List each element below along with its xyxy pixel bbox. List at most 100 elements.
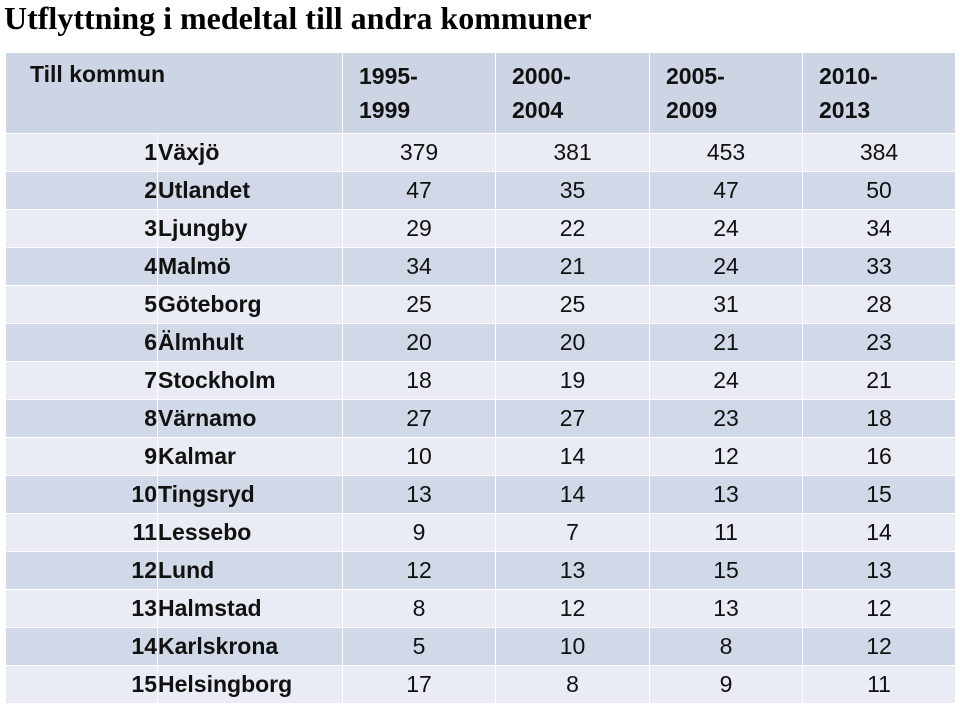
value-cell-period-2: 27 bbox=[495, 399, 651, 438]
value-cell-period-3: 8 bbox=[649, 627, 804, 666]
value-cell-period-3: 23 bbox=[649, 399, 804, 438]
value-cell-period-3: 12 bbox=[649, 437, 804, 476]
table-row: 5 Göteborg 25 25 31 28 bbox=[5, 285, 957, 324]
value-cell-period-1: 10 bbox=[342, 437, 497, 476]
emigration-table: Till kommun 1995- 1999 2000- 2004 2005- … bbox=[4, 52, 957, 704]
table-row: 6 Älmhult 20 20 21 23 bbox=[5, 323, 957, 362]
value-cell-period-2: 8 bbox=[495, 665, 651, 704]
table-row: 1 Växjö 379 381 453 384 bbox=[5, 133, 957, 172]
rank-cell: 14 bbox=[5, 627, 158, 666]
municipality-cell: Tingsryd bbox=[156, 475, 344, 514]
rank-cell: 13 bbox=[5, 589, 158, 628]
value-cell-period-1: 8 bbox=[342, 589, 497, 628]
value-cell-period-1: 34 bbox=[342, 247, 497, 286]
value-cell-period-1: 25 bbox=[342, 285, 497, 324]
rank-cell: 7 bbox=[5, 361, 158, 400]
header-period-3: 2005- 2009 bbox=[649, 52, 804, 134]
table-row: 15 Helsingborg 17 8 9 11 bbox=[5, 665, 957, 704]
value-cell-period-4: 15 bbox=[802, 475, 957, 514]
table-body: 1 Växjö 379 381 453 384 2 Utlandet 47 35 47 50 3 Ljun… bbox=[5, 133, 957, 704]
value-cell-period-1: 379 bbox=[342, 133, 497, 172]
value-cell-period-4: 28 bbox=[802, 285, 957, 324]
value-cell-period-4: 34 bbox=[802, 209, 957, 248]
value-cell-period-1: 12 bbox=[342, 551, 497, 590]
rank-cell: 15 bbox=[5, 665, 158, 704]
value-cell-period-4: 18 bbox=[802, 399, 957, 438]
value-cell-period-3: 11 bbox=[649, 513, 804, 552]
value-cell-period-4: 50 bbox=[802, 171, 957, 210]
rank-cell: 8 bbox=[5, 399, 158, 438]
value-cell-period-4: 33 bbox=[802, 247, 957, 286]
value-cell-period-1: 5 bbox=[342, 627, 497, 666]
table-row: 2 Utlandet 47 35 47 50 bbox=[5, 171, 957, 210]
value-cell-period-3: 21 bbox=[649, 323, 804, 362]
value-cell-period-1: 13 bbox=[342, 475, 497, 514]
value-cell-period-3: 15 bbox=[649, 551, 804, 590]
value-cell-period-2: 35 bbox=[495, 171, 651, 210]
table-row: 12 Lund 12 13 15 13 bbox=[5, 551, 957, 590]
value-cell-period-1: 29 bbox=[342, 209, 497, 248]
value-cell-period-3: 13 bbox=[649, 475, 804, 514]
value-cell-period-1: 47 bbox=[342, 171, 497, 210]
value-cell-period-3: 453 bbox=[649, 133, 804, 172]
value-cell-period-2: 25 bbox=[495, 285, 651, 324]
value-cell-period-1: 27 bbox=[342, 399, 497, 438]
municipality-cell: Malmö bbox=[156, 247, 344, 286]
header-row: Till kommun 1995- 1999 2000- 2004 2005- … bbox=[4, 52, 957, 134]
municipality-cell: Lessebo bbox=[156, 513, 344, 552]
table-row: 4 Malmö 34 21 24 33 bbox=[5, 247, 957, 286]
value-cell-period-4: 23 bbox=[802, 323, 957, 362]
rank-cell: 3 bbox=[5, 209, 158, 248]
value-cell-period-3: 13 bbox=[649, 589, 804, 628]
header-period-4: 2010- 2013 bbox=[802, 52, 957, 134]
value-cell-period-2: 381 bbox=[495, 133, 651, 172]
value-cell-period-2: 12 bbox=[495, 589, 651, 628]
rank-cell: 1 bbox=[5, 133, 158, 172]
value-cell-period-1: 20 bbox=[342, 323, 497, 362]
table-row: 10 Tingsryd 13 14 13 15 bbox=[5, 475, 957, 514]
rank-cell: 12 bbox=[5, 551, 158, 590]
table-row: 11 Lessebo 9 7 11 14 bbox=[5, 513, 957, 552]
value-cell-period-2: 14 bbox=[495, 437, 651, 476]
value-cell-period-4: 12 bbox=[802, 589, 957, 628]
rank-cell: 5 bbox=[5, 285, 158, 324]
rank-cell: 4 bbox=[5, 247, 158, 286]
municipality-cell: Älmhult bbox=[156, 323, 344, 362]
header-period-2-line2: 2004 bbox=[512, 97, 564, 123]
municipality-cell: Stockholm bbox=[156, 361, 344, 400]
value-cell-period-2: 13 bbox=[495, 551, 651, 590]
header-period-1: 1995- 1999 bbox=[342, 52, 497, 134]
value-cell-period-3: 24 bbox=[649, 247, 804, 286]
value-cell-period-4: 16 bbox=[802, 437, 957, 476]
value-cell-period-3: 31 bbox=[649, 285, 804, 324]
value-cell-period-3: 47 bbox=[649, 171, 804, 210]
header-period-4-line2: 2013 bbox=[819, 97, 871, 123]
header-period-1-line2: 1999 bbox=[359, 97, 411, 123]
header-till-kommun: Till kommun bbox=[4, 52, 344, 134]
value-cell-period-3: 24 bbox=[649, 209, 804, 248]
table-row: 14 Karlskrona 5 10 8 12 bbox=[5, 627, 957, 666]
header-period-3-line1: 2005- bbox=[666, 63, 725, 89]
value-cell-period-4: 13 bbox=[802, 551, 957, 590]
value-cell-period-1: 17 bbox=[342, 665, 497, 704]
value-cell-period-2: 7 bbox=[495, 513, 651, 552]
header-period-2-line1: 2000- bbox=[512, 63, 571, 89]
header-period-4-line1: 2010- bbox=[819, 63, 878, 89]
header-period-2: 2000- 2004 bbox=[495, 52, 651, 134]
value-cell-period-3: 9 bbox=[649, 665, 804, 704]
value-cell-period-3: 24 bbox=[649, 361, 804, 400]
municipality-cell: Karlskrona bbox=[156, 627, 344, 666]
value-cell-period-2: 22 bbox=[495, 209, 651, 248]
municipality-cell: Lund bbox=[156, 551, 344, 590]
value-cell-period-2: 14 bbox=[495, 475, 651, 514]
header-period-1-line1: 1995- bbox=[359, 63, 418, 89]
value-cell-period-2: 20 bbox=[495, 323, 651, 362]
municipality-cell: Kalmar bbox=[156, 437, 344, 476]
rank-cell: 6 bbox=[5, 323, 158, 362]
rank-cell: 11 bbox=[5, 513, 158, 552]
header-period-3-line2: 2009 bbox=[666, 97, 718, 123]
municipality-cell: Ljungby bbox=[156, 209, 344, 248]
municipality-cell: Göteborg bbox=[156, 285, 344, 324]
table-row: 9 Kalmar 10 14 12 16 bbox=[5, 437, 957, 476]
